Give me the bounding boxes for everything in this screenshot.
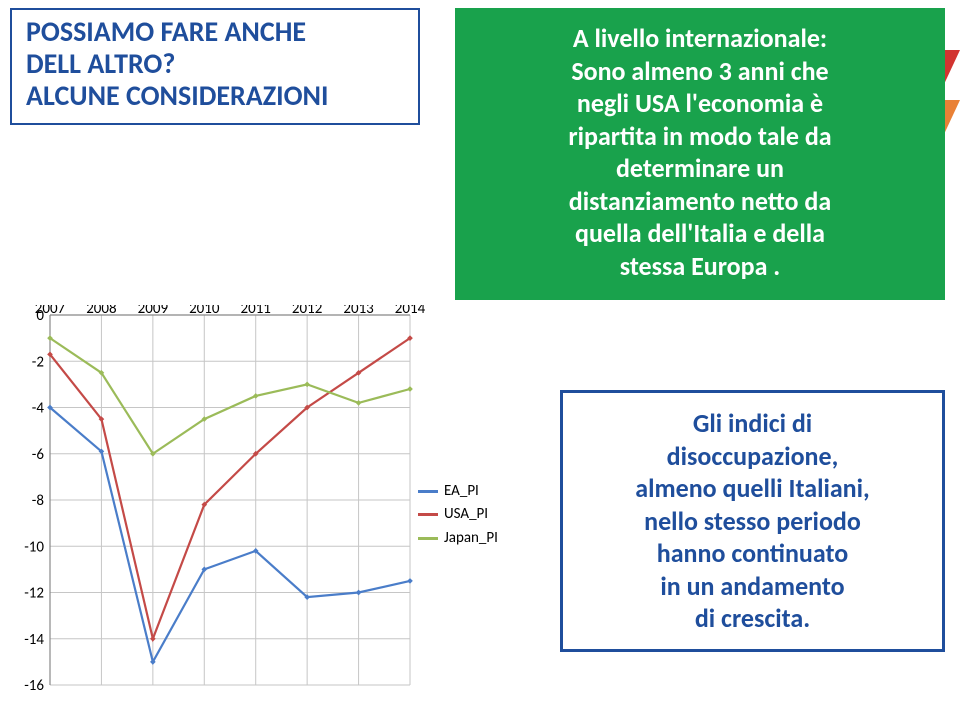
svg-text:-14: -14 xyxy=(24,631,44,649)
blue-text-panel: Gli indici didisoccupazione,almeno quell… xyxy=(560,390,945,652)
svg-text:-6: -6 xyxy=(32,446,45,464)
legend-label: USA_PI xyxy=(444,503,488,526)
title-box: POSSIAMO FARE ANCHE DELL ALTRO? ALCUNE C… xyxy=(10,8,420,125)
svg-text:2013: 2013 xyxy=(343,305,374,318)
legend-swatch xyxy=(418,537,438,540)
svg-text:2010: 2010 xyxy=(189,305,220,318)
legend-item-Japan_PI: Japan_PI xyxy=(418,527,498,550)
legend-label: Japan_PI xyxy=(444,527,498,550)
green-text-panel: A livello internazionale:Sono almeno 3 a… xyxy=(455,8,945,300)
legend-item-EA_PI: EA_PI xyxy=(418,480,498,503)
legend-label: EA_PI xyxy=(444,480,479,503)
chart-legend: EA_PIUSA_PIJapan_PI xyxy=(418,480,498,550)
title-line3: ALCUNE CONSIDERAZIONI xyxy=(26,80,404,112)
legend-swatch xyxy=(418,490,438,493)
svg-text:2014: 2014 xyxy=(395,305,426,318)
svg-text:2009: 2009 xyxy=(138,305,169,318)
svg-text:-8: -8 xyxy=(32,492,44,510)
legend-item-USA_PI: USA_PI xyxy=(418,503,498,526)
svg-text:-16: -16 xyxy=(24,677,44,695)
svg-text:-4: -4 xyxy=(32,400,45,418)
svg-text:2012: 2012 xyxy=(292,305,322,318)
svg-text:-12: -12 xyxy=(24,585,44,603)
svg-text:2011: 2011 xyxy=(241,305,271,318)
svg-text:2008: 2008 xyxy=(86,305,116,318)
svg-text:-10: -10 xyxy=(24,538,44,556)
title-line2: DELL ALTRO? xyxy=(26,48,404,80)
svg-text:-2: -2 xyxy=(32,353,44,371)
legend-swatch xyxy=(418,513,438,516)
title-line1: POSSIAMO FARE ANCHE xyxy=(26,16,404,48)
